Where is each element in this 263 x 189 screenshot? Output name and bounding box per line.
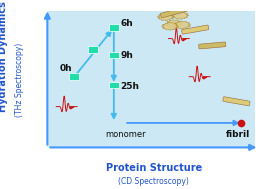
Polygon shape bbox=[174, 21, 191, 29]
Polygon shape bbox=[166, 20, 183, 28]
FancyBboxPatch shape bbox=[69, 73, 79, 80]
Text: (CD Spectroscopy): (CD Spectroscopy) bbox=[118, 177, 189, 186]
FancyBboxPatch shape bbox=[109, 52, 119, 58]
Polygon shape bbox=[158, 13, 174, 21]
Text: 6h: 6h bbox=[120, 19, 133, 28]
Text: monomer: monomer bbox=[105, 129, 146, 139]
Polygon shape bbox=[161, 22, 178, 30]
FancyBboxPatch shape bbox=[109, 82, 119, 88]
Text: fibril: fibril bbox=[226, 129, 250, 139]
Text: Hydration Dynamics: Hydration Dynamics bbox=[0, 1, 8, 112]
FancyBboxPatch shape bbox=[181, 25, 209, 34]
Text: 25h: 25h bbox=[120, 82, 139, 91]
FancyBboxPatch shape bbox=[199, 42, 226, 49]
FancyBboxPatch shape bbox=[149, 0, 175, 10]
FancyBboxPatch shape bbox=[109, 24, 119, 31]
FancyBboxPatch shape bbox=[88, 46, 98, 53]
Text: 0h: 0h bbox=[60, 64, 72, 73]
FancyBboxPatch shape bbox=[223, 97, 250, 106]
Polygon shape bbox=[172, 12, 189, 19]
FancyBboxPatch shape bbox=[160, 7, 187, 18]
Text: 9h: 9h bbox=[120, 51, 133, 60]
Text: Protein Structure: Protein Structure bbox=[106, 163, 202, 173]
Text: (THz Spectroscopy): (THz Spectroscopy) bbox=[15, 42, 24, 116]
